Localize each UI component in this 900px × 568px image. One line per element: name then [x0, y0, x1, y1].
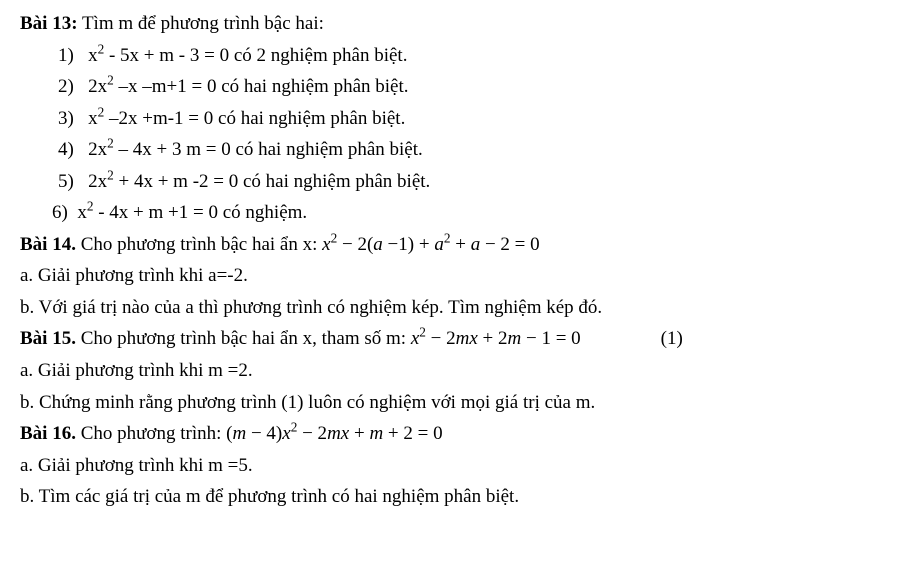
bai15-title: Bài 15. [20, 328, 76, 349]
bai16-part-b: b. Tìm các giá trị của m để phương trình… [20, 483, 880, 511]
bai13-title: Bài 13: [20, 13, 78, 34]
bai14-part-b: b. Với giá trị nào của a thì phương trìn… [20, 294, 880, 322]
item-num: 4) 2x2 – 4x + 3 m = 0 có hai nghiệm phân… [58, 139, 423, 160]
item-num: 1) x2 - 5x + m - 3 = 0 có 2 nghiệm phân … [58, 45, 407, 66]
bai14-title: Bài 14. [20, 234, 76, 255]
bai13-item-1: 1) x2 - 5x + m - 3 = 0 có 2 nghiệm phân … [20, 42, 880, 70]
item-num: 2) 2x2 –x –m+1 = 0 có hai nghiệm phân bi… [58, 76, 409, 97]
bai13-item-4: 4) 2x2 – 4x + 3 m = 0 có hai nghiệm phân… [20, 136, 880, 164]
bai15-intro: Cho phương trình bậc hai ẩn x, tham số m… [76, 328, 411, 349]
bai13-item-6: 6) x2 - 4x + m +1 = 0 có nghiệm. [20, 199, 880, 227]
bai14-intro: Cho phương trình bậc hai ẩn x: [76, 234, 322, 255]
item-num: 5) 2x2 + 4x + m -2 = 0 có hai nghiệm phâ… [58, 171, 430, 192]
bai15-header: Bài 15. Cho phương trình bậc hai ẩn x, t… [20, 325, 880, 353]
bai14-header: Bài 14. Cho phương trình bậc hai ẩn x: x… [20, 231, 880, 259]
bai13-intro: Tìm m để phương trình bậc hai: [78, 13, 324, 34]
bai13-item-5: 5) 2x2 + 4x + m -2 = 0 có hai nghiệm phâ… [20, 168, 880, 196]
bai13-item-2: 2) 2x2 –x –m+1 = 0 có hai nghiệm phân bi… [20, 73, 880, 101]
bai15-equation: x [411, 328, 419, 349]
bai15-eqnum: (1) [661, 325, 683, 353]
bai16-part-a: a. Giải phương trình khi m =5. [20, 452, 880, 480]
bai13-header: Bài 13: Tìm m để phương trình bậc hai: [20, 10, 880, 38]
bai14-equation: x [322, 234, 330, 255]
item-num: 3) x2 –2x +m-1 = 0 có hai nghiệm phân bi… [58, 108, 405, 129]
bai14-part-a: a. Giải phương trình khi a=-2. [20, 262, 880, 290]
item-num: 6) x2 - 4x + m +1 = 0 có nghiệm. [52, 202, 307, 223]
bai16-header: Bài 16. Cho phương trình: (m − 4)x2 − 2m… [20, 420, 880, 448]
bai16-intro: Cho phương trình: [76, 423, 226, 444]
bai15-part-a: a. Giải phương trình khi m =2. [20, 357, 880, 385]
bai16-title: Bài 16. [20, 423, 76, 444]
bai13-item-3: 3) x2 –2x +m-1 = 0 có hai nghiệm phân bi… [20, 105, 880, 133]
bai15-part-b: b. Chứng minh rằng phương trình (1) luôn… [20, 389, 880, 417]
